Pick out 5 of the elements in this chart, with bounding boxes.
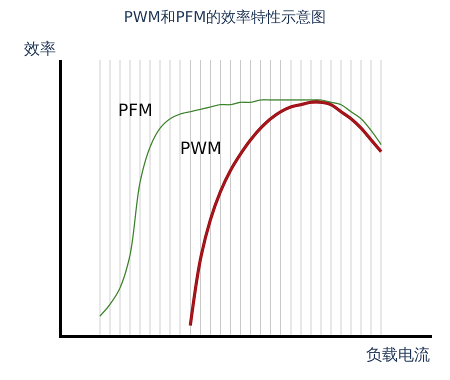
y-axis-title: 效率 — [24, 39, 56, 58]
chart-title: PWM和PFM的效率特性示意图 — [124, 8, 326, 26]
series-label: PWM — [180, 139, 222, 159]
x-axis-title: 负载电流 — [366, 345, 430, 364]
series-label: PFM — [118, 101, 153, 121]
